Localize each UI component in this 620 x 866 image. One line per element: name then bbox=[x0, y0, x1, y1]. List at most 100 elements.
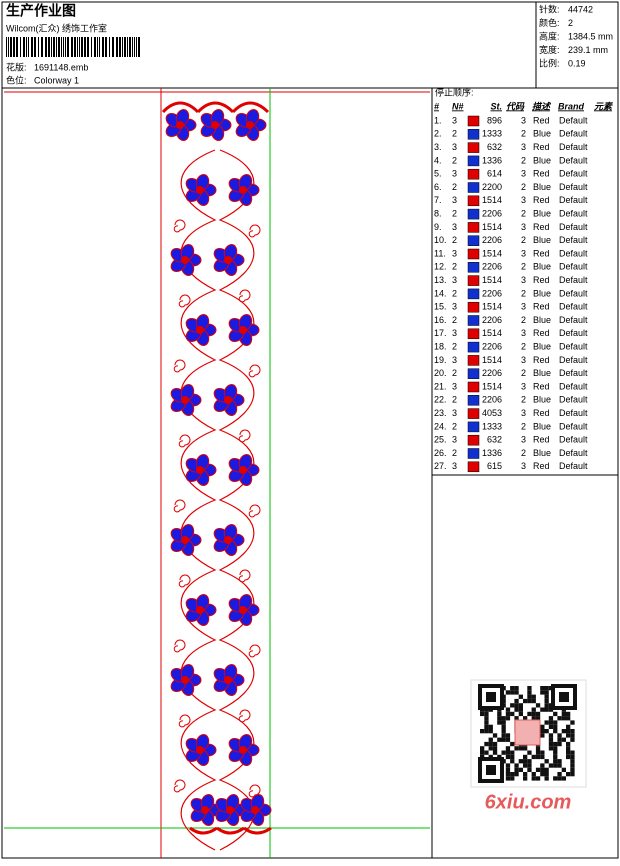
border-scallop bbox=[189, 826, 218, 835]
brand: Default bbox=[559, 169, 588, 179]
stitches: 1514 bbox=[482, 248, 502, 258]
qr-module bbox=[535, 716, 541, 721]
bar bbox=[56, 37, 57, 57]
color-swatch bbox=[467, 168, 480, 180]
qr-module bbox=[523, 759, 528, 764]
needle: 3 bbox=[452, 408, 457, 418]
qr-module bbox=[510, 690, 515, 695]
stitches: 1336 bbox=[482, 448, 502, 458]
stitches: 1333 bbox=[482, 421, 502, 431]
code: 3 bbox=[521, 435, 526, 445]
bar bbox=[109, 37, 110, 57]
qr-module bbox=[514, 716, 519, 721]
needle: 3 bbox=[452, 435, 457, 445]
qr-module bbox=[527, 767, 532, 772]
qr-module bbox=[527, 698, 532, 704]
qr-module bbox=[497, 754, 502, 760]
bar bbox=[23, 37, 25, 57]
stitches: 2206 bbox=[482, 315, 502, 325]
qr-module bbox=[544, 767, 549, 772]
qr-logo bbox=[514, 719, 541, 746]
row-number: 16. bbox=[434, 315, 447, 325]
qr-module bbox=[501, 733, 506, 738]
qr-module bbox=[518, 711, 523, 717]
flower-center bbox=[196, 606, 204, 614]
colorway-label: 色位: bbox=[6, 74, 27, 85]
bar bbox=[124, 37, 126, 57]
stitches: 1336 bbox=[482, 155, 502, 165]
description: Blue bbox=[533, 421, 551, 431]
qr-module bbox=[527, 694, 532, 699]
qr-module bbox=[518, 703, 523, 708]
curl bbox=[173, 359, 186, 373]
stitches: 2206 bbox=[482, 395, 502, 405]
flower-center bbox=[181, 536, 189, 544]
qr-module bbox=[505, 711, 511, 717]
qr-module bbox=[553, 741, 558, 747]
curl bbox=[248, 644, 261, 658]
row-number: 18. bbox=[434, 341, 447, 351]
column-header: 代码 bbox=[506, 101, 525, 111]
flower-center bbox=[201, 806, 209, 814]
qr-module bbox=[531, 711, 536, 717]
code: 3 bbox=[521, 302, 526, 312]
qr-module bbox=[544, 703, 549, 708]
code: 2 bbox=[521, 235, 526, 245]
stitches: 2206 bbox=[482, 341, 502, 351]
row-number: 27. bbox=[434, 461, 447, 471]
stitches: 1514 bbox=[482, 222, 502, 232]
stitches: 4053 bbox=[482, 408, 502, 418]
qr-module bbox=[553, 759, 558, 764]
needle: 2 bbox=[452, 129, 457, 139]
qr-module bbox=[492, 741, 498, 747]
qr-module bbox=[510, 741, 515, 747]
color-swatch bbox=[467, 248, 480, 260]
description: Blue bbox=[533, 341, 551, 351]
qr-module bbox=[531, 694, 536, 699]
qr-module bbox=[535, 776, 541, 781]
code: 2 bbox=[521, 208, 526, 218]
qr-module bbox=[501, 716, 506, 721]
qr-module bbox=[514, 686, 519, 691]
qr-module bbox=[523, 746, 528, 751]
flower-center bbox=[176, 121, 184, 129]
qr-module bbox=[488, 746, 493, 751]
code: 3 bbox=[521, 408, 526, 418]
qr-module bbox=[514, 707, 519, 712]
qr-module bbox=[548, 707, 554, 712]
qr-module bbox=[514, 703, 519, 708]
description: Red bbox=[533, 195, 550, 205]
qr-module bbox=[505, 776, 511, 781]
brand: Default bbox=[559, 275, 588, 285]
bar bbox=[13, 37, 15, 57]
brand: Default bbox=[559, 408, 588, 418]
bar bbox=[10, 37, 12, 57]
qr-module bbox=[523, 698, 528, 704]
qr-module bbox=[518, 707, 523, 712]
qr-module bbox=[505, 750, 511, 755]
needle: 2 bbox=[452, 262, 457, 272]
qr-module bbox=[553, 724, 558, 729]
qr-module bbox=[497, 711, 502, 717]
qr-module bbox=[497, 716, 502, 721]
qr-module bbox=[548, 720, 554, 725]
qr-module bbox=[548, 746, 554, 751]
bar bbox=[134, 37, 135, 57]
qr-module bbox=[570, 772, 575, 777]
qr-module bbox=[544, 772, 549, 777]
qr-module bbox=[561, 767, 566, 772]
qr-module bbox=[544, 759, 549, 764]
bar bbox=[132, 37, 133, 57]
code: 3 bbox=[521, 222, 526, 232]
bar bbox=[77, 37, 78, 57]
flower-center bbox=[196, 466, 204, 474]
color-swatch bbox=[467, 461, 480, 473]
bar bbox=[91, 37, 92, 57]
bar bbox=[6, 37, 7, 57]
row-number: 23. bbox=[434, 408, 447, 418]
bar bbox=[138, 37, 140, 57]
qr-module bbox=[484, 750, 489, 755]
qr-module bbox=[553, 776, 558, 781]
row-number: 24. bbox=[434, 421, 447, 431]
border-scallop bbox=[196, 101, 235, 114]
